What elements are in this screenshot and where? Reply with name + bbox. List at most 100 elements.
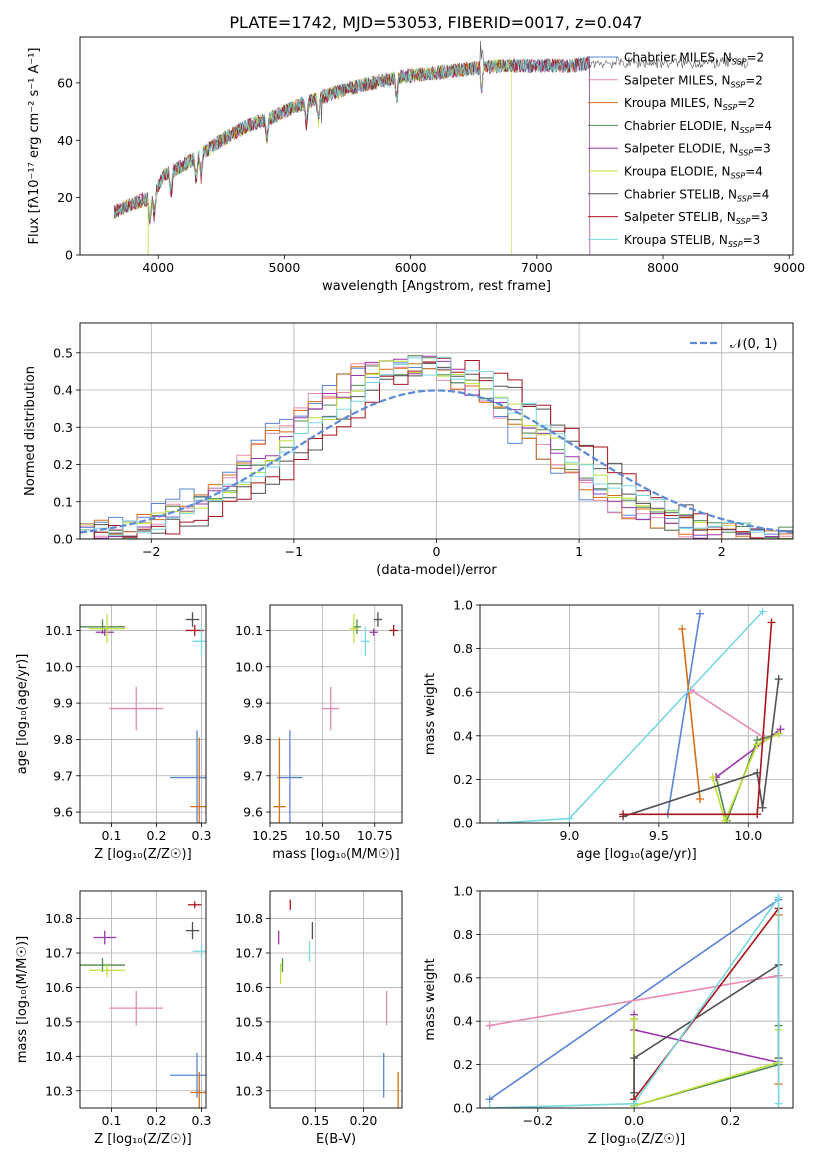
weight-line-8: [489, 894, 780, 1108]
x-tick-label: 10.0: [734, 828, 762, 843]
x-tick-label: 0: [433, 544, 441, 559]
x-tick-label: −1: [285, 544, 303, 559]
panel-mass-vs-Z: 0.1 0.2 0.3 10.3 10.4 10.5 10.6 10.7 10.8 Z [log₁…: [15, 890, 211, 1147]
y-tick-label: 10.4: [235, 1049, 263, 1064]
y-tick-label: 10.7: [235, 946, 263, 961]
y-axis-label: Normed distribution: [23, 366, 38, 496]
normal-curve: [80, 389, 793, 534]
x-tick-label: 0.15: [301, 1113, 329, 1128]
x-tick-label: 7000: [521, 260, 553, 275]
y-tick-label: 0.2: [453, 1057, 473, 1072]
panel-age-vs-mass: 10.25 10.50 10.75 9.6 9.7 9.8 9.9 10.0 10.1 mass …: [235, 604, 403, 862]
x-axis-label: age [log₁₀(age/yr)]: [576, 847, 697, 862]
y-tick-label: 10.6: [45, 980, 73, 995]
weight-line-1: [690, 689, 765, 739]
x-tick-label: 0.2: [147, 1113, 167, 1128]
panel-residuals: −2 −1 0 1 2 0.0 0.1 0.2 0.3 0.4 0.5 (data-model)/er…: [23, 322, 794, 578]
y-tick-label: 0.6: [453, 970, 473, 985]
y-tick-label: 10.5: [235, 1014, 263, 1029]
axes-frame: [79, 890, 207, 1109]
axes-frame: [479, 890, 794, 1109]
x-tick-label: −0.2: [523, 1113, 553, 1128]
plot-area: [80, 901, 206, 1108]
axes-frame: [79, 604, 207, 824]
axes-frame: [79, 322, 794, 540]
plot-area: [80, 355, 793, 539]
x-tick-label: 9.5: [649, 828, 669, 843]
x-axis-label: (data-model)/error: [376, 563, 497, 578]
x-tick-label: 0.2: [720, 1113, 740, 1128]
y-tick-label: 60: [57, 75, 73, 90]
x-tick-label: 10.25: [252, 828, 288, 843]
y-tick-label: 9.6: [53, 805, 73, 820]
x-tick-label: 0.0: [624, 1113, 644, 1128]
weight-line-7: [623, 622, 773, 816]
y-tick-label: 0.0: [453, 816, 473, 831]
x-tick-label: 9000: [773, 260, 805, 275]
y-tick-label: 10.4: [45, 1049, 73, 1064]
panel-mass-vs-EBV: 0.15 0.20 10.3 10.4 10.5 10.6 10.7 10.8 E(B-V): [235, 890, 403, 1147]
y-tick-label: 20: [57, 190, 73, 205]
y-tick-label: 0.4: [453, 728, 473, 743]
weight-line-3: [715, 732, 779, 823]
histogram-8: [80, 356, 793, 539]
y-tick-label: 0.4: [53, 383, 73, 398]
legend-entry: Kroupa ELODIE, NSSP=4: [624, 165, 763, 181]
legend-entry: Chabrier ELODIE, NSSP=4: [624, 119, 772, 135]
panel-spectrum: 4000 5000 6000 7000 8000 9000 0 20 40 60 wavelengt…: [27, 36, 805, 294]
y-tick-label: 0.2: [53, 457, 73, 472]
weight-line-0: [489, 899, 780, 1100]
legend-entry: Salpeter ELODIE, NSSP=3: [624, 142, 771, 158]
x-tick-label: 8000: [647, 260, 679, 275]
y-axis-label: age [log₁₀(age/yr)]: [15, 654, 30, 775]
axes-frame: [479, 604, 794, 824]
weight-line-0: [667, 613, 701, 815]
y-tick-label: 40: [57, 133, 73, 148]
y-tick-label: 9.9: [243, 696, 263, 711]
spectrum-line-8: [113, 56, 590, 222]
x-axis-label: Z [log₁₀(Z/Z☉)]: [94, 847, 191, 862]
y-tick-label: 10.8: [235, 911, 263, 926]
x-tick-label: 10.50: [304, 828, 340, 843]
y-tick-label: 10.3: [235, 1083, 263, 1098]
weight-line-1: [489, 974, 779, 1027]
y-tick-label: 0.8: [453, 641, 473, 656]
weight-line-3: [633, 1019, 780, 1107]
legend-entry: Chabrier MILES, NSSP=2: [624, 51, 764, 67]
x-tick-label: −2: [142, 544, 160, 559]
y-tick-label: 0.0: [53, 532, 73, 547]
y-tick-label: 9.8: [243, 732, 263, 747]
legend-entry: Kroupa MILES, NSSP=2: [624, 96, 755, 112]
y-tick-label: 0.0: [453, 1101, 473, 1116]
panel-weight-vs-Z: −0.2 0.0 0.2 0.0 0.2 0.4 0.6 0.8 1.0 Z [log₁₀(Z/Z…: [423, 884, 794, 1147]
legend-entry: Salpeter STELIB, NSSP=3: [624, 210, 768, 226]
y-axis-label: mass weight: [423, 673, 438, 755]
y-tick-label: 9.9: [53, 696, 73, 711]
y-tick-label: 0.5: [53, 345, 73, 360]
y-tick-label: 0.2: [453, 772, 473, 787]
y-tick-label: 1.0: [453, 884, 473, 899]
plot-area: [485, 893, 783, 1108]
y-tick-label: 0: [65, 248, 73, 263]
legend-entry: Chabrier STELIB, NSSP=4: [624, 187, 769, 203]
x-tick-label: 0.1: [102, 1113, 122, 1128]
plot-area: [113, 40, 749, 255]
spectrum-line-5: [113, 58, 512, 255]
axes-frame: [79, 36, 794, 256]
y-tick-label: 10.0: [45, 659, 73, 674]
x-tick-label: 6000: [395, 260, 427, 275]
weight-line-7: [633, 907, 780, 1100]
y-tick-label: 10.5: [45, 1014, 73, 1029]
weight-line-2: [681, 628, 701, 800]
x-axis-label: E(B-V): [316, 1132, 356, 1147]
x-axis-label: mass [log₁₀(M/M☉)]: [272, 847, 399, 862]
x-axis-label: wavelength [Angstrom, rest frame]: [322, 279, 551, 294]
legend-entry: 𝒩(0, 1): [730, 337, 777, 352]
panel-age-vs-Z: 0.1 0.2 0.3 9.6 9.7 9.8 9.9 10.0 10.1 Z [log₁₀(Z/…: [15, 604, 211, 862]
x-tick-label: 5000: [269, 260, 301, 275]
y-tick-label: 10.3: [45, 1083, 73, 1098]
plot-area: [273, 612, 398, 823]
legend-entry: Kroupa STELIB, NSSP=3: [624, 233, 760, 249]
y-tick-label: 9.7: [243, 768, 263, 783]
weight-line-8: [497, 610, 764, 823]
